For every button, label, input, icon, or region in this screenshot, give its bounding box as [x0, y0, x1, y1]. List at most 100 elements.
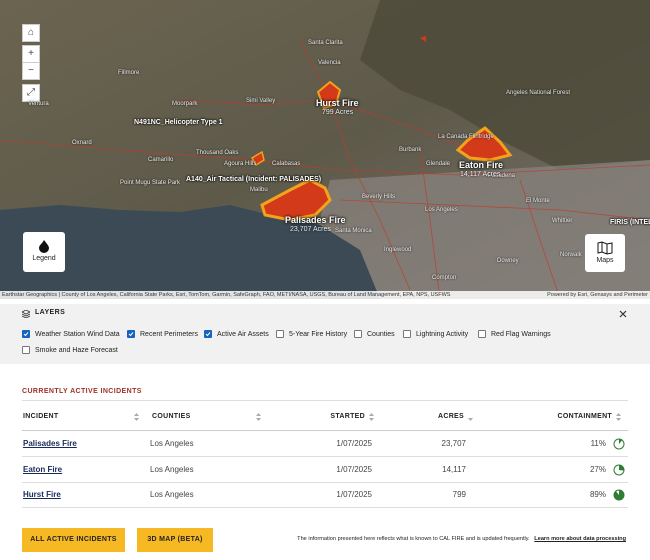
- layers-panel: LAYERS Weather Station Wind Data Recent P…: [0, 304, 650, 364]
- place-label: Santa Monica: [335, 228, 372, 234]
- sort-icon[interactable]: [256, 413, 261, 421]
- row-divider: [22, 507, 628, 508]
- started: 1/07/2025: [336, 439, 372, 448]
- check-path: [128, 332, 134, 337]
- legend-button[interactable]: Legend: [23, 232, 65, 272]
- sort-icon[interactable]: [134, 413, 139, 421]
- place-label: Angeles National Forest: [506, 90, 571, 96]
- column-header[interactable]: COUNTIES: [152, 413, 191, 420]
- sort-icon[interactable]: [369, 413, 374, 421]
- check-mark: [205, 332, 211, 337]
- place-label: Downey: [497, 258, 519, 264]
- layer-option[interactable]: Counties: [354, 330, 395, 338]
- place-label: Fillmore: [118, 70, 140, 76]
- column-header[interactable]: INCIDENT: [23, 413, 59, 420]
- fullscreen-button[interactable]: ⤢: [22, 84, 40, 102]
- layer-label: Counties: [367, 330, 395, 338]
- incident-link[interactable]: Eaton Fire: [23, 464, 63, 474]
- checkbox[interactable]: [22, 330, 30, 338]
- layer-label: Active Air Assets: [217, 330, 269, 338]
- fire-name[interactable]: Hurst Fire: [316, 98, 359, 108]
- checkbox[interactable]: [354, 330, 362, 338]
- checkbox[interactable]: [127, 330, 135, 338]
- maps-button[interactable]: Maps: [585, 234, 625, 272]
- check-path: [205, 332, 211, 337]
- checkbox[interactable]: [403, 330, 411, 338]
- aircraft-label[interactable]: FIRIS (INTEL: [610, 219, 650, 226]
- fire-name[interactable]: Palisades Fire: [285, 215, 346, 225]
- place-label: Simi Valley: [246, 98, 276, 104]
- fire-name[interactable]: Eaton Fire: [459, 160, 504, 170]
- place-label: Whittier: [552, 218, 573, 224]
- checkbox[interactable]: [204, 330, 212, 338]
- place-label: El Monte: [526, 198, 550, 204]
- containment-chart: [613, 438, 625, 450]
- layer-option[interactable]: Red Flag Warnings: [478, 330, 551, 338]
- checkbox[interactable]: [276, 330, 284, 338]
- layer-label: Recent Perimeters: [140, 330, 198, 338]
- sort-arrows: [369, 413, 374, 421]
- note-text: The information presented here reflects …: [297, 536, 530, 542]
- column-header[interactable]: ACRES: [437, 413, 464, 420]
- row-divider: [22, 481, 628, 483]
- layer-option[interactable]: Recent Perimeters: [127, 330, 198, 338]
- layer-option[interactable]: Lightning Activity: [403, 330, 468, 338]
- layer-option[interactable]: Active Air Assets: [204, 330, 269, 338]
- 3d-map-button[interactable]: 3D MAP (BETA): [137, 528, 213, 552]
- check-path: [23, 332, 29, 337]
- containment: 27%: [589, 464, 606, 474]
- checkbox[interactable]: [22, 346, 30, 354]
- aircraft-label[interactable]: A140_Air Tactical (Incident: PALISADES): [186, 176, 322, 183]
- map[interactable]: ⌂ + − ⤢ Legend Maps Earthstar Geographic…: [0, 0, 650, 299]
- place-label: Ventura: [28, 101, 49, 107]
- header-divider: [22, 430, 628, 431]
- column-header[interactable]: STARTED: [330, 413, 365, 420]
- county: Los Angeles: [150, 439, 194, 448]
- containment: 11%: [590, 439, 606, 448]
- layers-icon: [22, 310, 30, 318]
- layer-option[interactable]: Smoke and Haze Forecast: [22, 346, 118, 354]
- sort-arrows: [468, 418, 473, 421]
- aircraft-label[interactable]: N491NC_Helicopter Type 1: [134, 119, 223, 126]
- incident-link[interactable]: Palisades Fire: [23, 439, 77, 448]
- place-label: Norwalk: [560, 252, 582, 258]
- place-label: Oxnard: [72, 140, 92, 146]
- zoom-in-button[interactable]: +: [22, 45, 40, 63]
- all-incidents-button[interactable]: ALL ACTIVE INCIDENTS: [22, 528, 125, 552]
- incident-link[interactable]: Hurst Fire: [23, 490, 61, 499]
- sort-icon[interactable]: [468, 413, 473, 421]
- column-header[interactable]: CONTAINMENT: [557, 413, 612, 420]
- check-mark: [23, 332, 29, 337]
- map-base: [0, 0, 650, 299]
- layer-label: Red Flag Warnings: [491, 330, 551, 338]
- data-processing-link[interactable]: Learn more about data processing: [534, 536, 626, 542]
- layer-option[interactable]: Weather Station Wind Data: [22, 330, 120, 338]
- checkbox[interactable]: [478, 330, 486, 338]
- maps-label: Maps: [596, 257, 614, 264]
- started: 1/07/2025: [336, 490, 372, 499]
- close-button[interactable]: [619, 310, 627, 318]
- place-label: Agoura Hills: [224, 161, 257, 167]
- fire-acres: 799 Acres: [322, 109, 354, 116]
- check-mark: [128, 332, 134, 337]
- place-label: Beverly Hills: [362, 194, 396, 200]
- layer-label: Smoke and Haze Forecast: [35, 346, 118, 354]
- place-label: Calabasas: [272, 161, 301, 167]
- home-button[interactable]: ⌂: [22, 24, 40, 42]
- county: Los Angeles: [150, 490, 194, 499]
- place-label: Santa Clarita: [308, 40, 343, 46]
- acres: 14,117: [442, 464, 466, 474]
- layer-option[interactable]: 5-Year Fire History: [276, 330, 347, 338]
- place-label: La Canada Flintridge: [438, 134, 494, 140]
- zoom-out-button[interactable]: −: [22, 62, 40, 80]
- fire-acres: 14,117 Acres: [460, 171, 501, 178]
- fire-acres: 23,707 Acres: [290, 226, 331, 233]
- place-label: Thousand Oaks: [196, 150, 239, 156]
- place-label: Camarillo: [148, 157, 174, 163]
- containment-slice: [619, 464, 624, 471]
- started: 1/07/2025: [336, 464, 372, 474]
- sort-icon[interactable]: [616, 413, 621, 421]
- place-label: Point Mugu State Park: [120, 180, 181, 186]
- containment-slice: [614, 490, 624, 500]
